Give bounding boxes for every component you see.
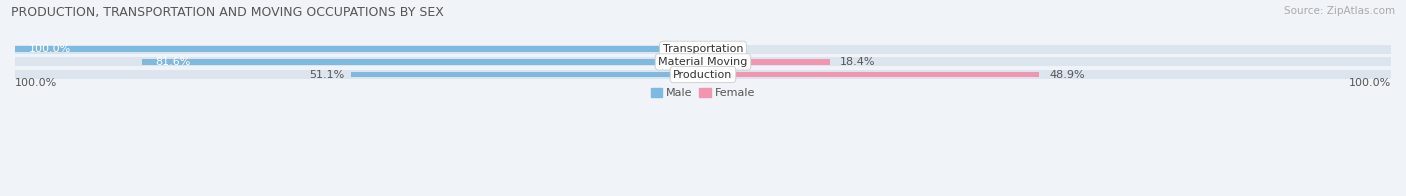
Bar — [703, 59, 830, 65]
Text: Transportation: Transportation — [662, 44, 744, 54]
Text: 100.0%: 100.0% — [1348, 78, 1391, 88]
Bar — [703, 70, 1391, 79]
Text: 100.0%: 100.0% — [28, 44, 72, 54]
Bar — [15, 57, 703, 66]
Text: Material Moving: Material Moving — [658, 57, 748, 67]
Bar — [703, 72, 1039, 77]
Text: PRODUCTION, TRANSPORTATION AND MOVING OCCUPATIONS BY SEX: PRODUCTION, TRANSPORTATION AND MOVING OC… — [11, 6, 444, 19]
Text: 81.6%: 81.6% — [155, 57, 191, 67]
Bar — [142, 59, 703, 65]
Text: 51.1%: 51.1% — [309, 70, 344, 80]
Text: 100.0%: 100.0% — [15, 78, 58, 88]
Text: Production: Production — [673, 70, 733, 80]
Legend: Male, Female: Male, Female — [647, 83, 759, 103]
Bar — [703, 45, 1391, 54]
Bar — [352, 72, 703, 77]
Text: 18.4%: 18.4% — [839, 57, 876, 67]
Bar — [703, 57, 1391, 66]
Bar — [15, 70, 703, 79]
Bar — [15, 46, 703, 52]
Text: Source: ZipAtlas.com: Source: ZipAtlas.com — [1284, 6, 1395, 16]
Text: 48.9%: 48.9% — [1050, 70, 1085, 80]
Bar — [15, 45, 703, 54]
Text: 0.0%: 0.0% — [713, 44, 741, 54]
